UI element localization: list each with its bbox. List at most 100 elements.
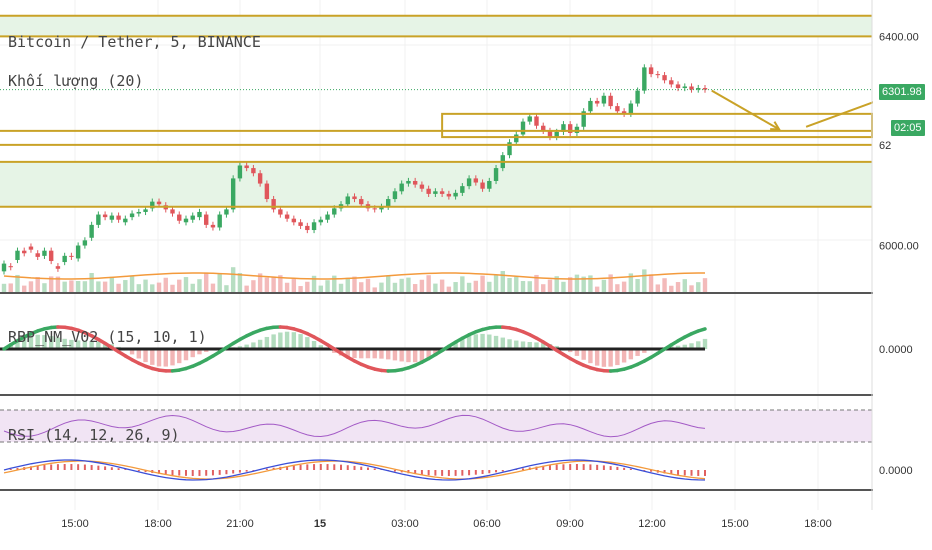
volume-bar-93 (628, 273, 634, 292)
macd-hist-8 (56, 464, 59, 470)
time-tick-0: 15:00 (61, 518, 89, 530)
rbp-indicator-pane (0, 325, 708, 373)
candle-body-84 (567, 124, 573, 133)
volume-bar-34 (230, 267, 236, 292)
candle-body-60 (406, 180, 411, 184)
candle-body-62 (419, 184, 425, 189)
horizontal-lines[interactable] (0, 14, 872, 208)
candle-body-26 (177, 214, 182, 221)
candle-body-67 (453, 192, 458, 197)
macd-hist-7 (50, 464, 53, 470)
volume-bar-24 (163, 277, 168, 292)
volume-bar-41 (278, 275, 283, 292)
candle-body-30 (204, 214, 209, 225)
rbp-hist-102 (689, 343, 694, 349)
candle-body-58 (392, 191, 398, 200)
candle-body-95 (642, 67, 647, 91)
volume-bar-22 (150, 284, 155, 292)
volume-bar-79 (534, 274, 539, 292)
candle-body-39 (264, 183, 270, 200)
rbp-hist-55 (372, 349, 377, 359)
macd-hist-29 (198, 470, 201, 476)
rbp-hist-60 (406, 349, 411, 363)
macd-hist-79 (535, 466, 538, 470)
candle-body-44 (298, 222, 303, 226)
volume-bar-95 (642, 269, 647, 292)
rbp-hist-20 (136, 349, 142, 359)
candle-body-25 (170, 209, 175, 214)
rbp-hist-22 (150, 349, 155, 365)
volume-bar-10 (69, 280, 74, 292)
volume-bar-50 (338, 283, 344, 292)
volume-bar-5 (35, 277, 40, 292)
price-axis[interactable]: 6400.00 6000.00 62 0.0000 0.0000 (873, 0, 932, 550)
volume-legend[interactable]: Khối lượng (20) (8, 72, 144, 90)
macd-hist-20 (137, 470, 140, 472)
volume-bar-23 (156, 282, 162, 292)
candle-body-101 (682, 86, 687, 89)
volume-bar-47 (318, 285, 323, 292)
candle-body-14 (96, 214, 101, 225)
candle-body-102 (689, 86, 694, 90)
candle-body-100 (675, 84, 681, 89)
rbp-hist-80 (541, 343, 546, 349)
volume-bar-27 (183, 277, 189, 292)
candle-body-11 (75, 245, 81, 259)
candle-body-34 (230, 178, 236, 210)
rbp-legend[interactable]: RBP_NM_V02 (15, 10, 1) (8, 328, 207, 346)
candle-body-57 (386, 199, 391, 207)
rbp-hist-42 (284, 331, 290, 349)
rbp-hist-70 (473, 334, 479, 349)
candle-body-36 (244, 165, 249, 169)
rbp-hist-76 (514, 340, 519, 349)
pane-separators[interactable] (0, 0, 932, 510)
price-tick-1: 6000.00 (879, 241, 919, 253)
candle-body-70 (473, 178, 479, 183)
candle-body-5 (35, 253, 40, 257)
macd-hist-102 (690, 470, 693, 476)
price-tick-0: 6400.00 (879, 31, 919, 43)
volume-bar-18 (123, 280, 128, 292)
macd-hist-86 (582, 464, 585, 470)
macd-hist-4 (29, 466, 32, 470)
rbp-hist-62 (419, 349, 425, 362)
volume-bar-59 (399, 278, 404, 292)
volume-bar-86 (581, 276, 586, 292)
time-axis[interactable]: 15:00 18:00 21:00 15 03:00 06:00 09:00 12:00 15:… (61, 518, 832, 530)
time-tick-5: 06:00 (473, 518, 501, 530)
volume-bar-90 (608, 274, 613, 292)
macd-hist-43 (292, 465, 295, 470)
volume-bar-30 (204, 272, 209, 292)
macd-hist-37 (252, 470, 255, 471)
candle-body-42 (284, 214, 290, 219)
rbp-hist-2 (15, 340, 20, 349)
volume-bar-82 (554, 276, 559, 292)
rbp-hist-89 (601, 349, 607, 367)
price-tick-partial: 62 (879, 140, 891, 152)
rbp-hist-13 (89, 340, 94, 349)
macd-hist-27 (184, 470, 187, 476)
rsi-band (0, 410, 872, 442)
candle-body-80 (541, 125, 546, 131)
last-price-badge: 6301.98 (879, 84, 925, 100)
volume-bar-81 (547, 279, 553, 292)
time-tick-6: 09:00 (556, 518, 584, 530)
macd-hist-45 (306, 464, 309, 470)
candle-body-93 (628, 103, 634, 114)
candle-body-45 (305, 225, 310, 231)
rsi-legend[interactable]: RSI (14, 12, 26, 9) (8, 426, 180, 444)
candle-body-32 (217, 214, 222, 228)
macd-hist-36 (245, 470, 248, 472)
macd-hist-100 (677, 470, 680, 475)
candle-body-71 (480, 182, 485, 189)
macd-hist-63 (427, 470, 430, 476)
rbp-hist-28 (190, 349, 195, 358)
countdown-badge: 02:05 (891, 120, 925, 136)
volume-bar-67 (453, 282, 458, 292)
volume-bar-51 (345, 277, 350, 292)
rbp-hist-101 (682, 344, 687, 349)
macd-hist-13 (90, 465, 93, 470)
volume-bar-104 (702, 278, 708, 292)
symbol-legend[interactable]: Bitcoin / Tether, 5, BINANCE (8, 33, 261, 51)
